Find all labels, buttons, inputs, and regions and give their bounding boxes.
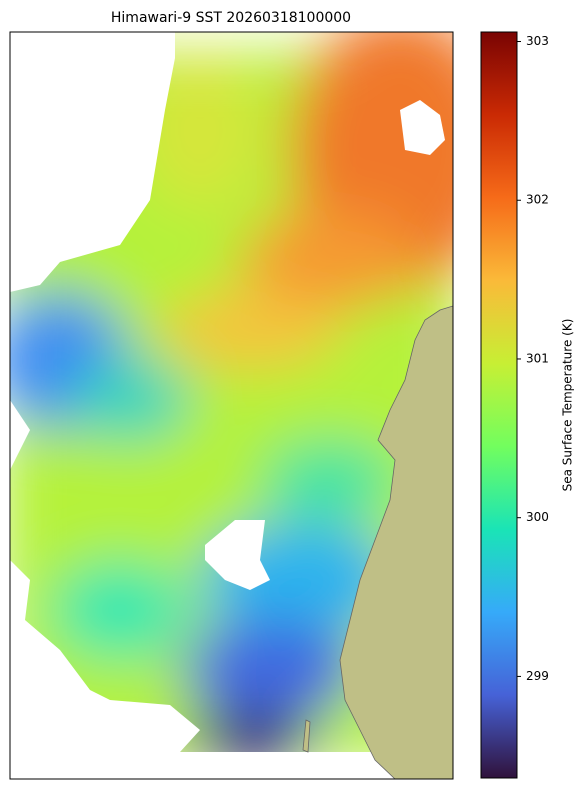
tick-label: 301 [526,351,549,365]
tick-label: 299 [526,669,549,683]
sst-map [10,32,453,779]
colorbar-label: Sea Surface Temperature (K) [561,319,575,492]
tick-label: 302 [526,193,549,207]
map-frame [9,31,454,780]
tick-label: 300 [526,510,549,524]
title: Himawari-9 SST 20260318100000 [111,10,351,26]
tick-label: 303 [526,34,549,48]
colorbar [480,31,518,779]
